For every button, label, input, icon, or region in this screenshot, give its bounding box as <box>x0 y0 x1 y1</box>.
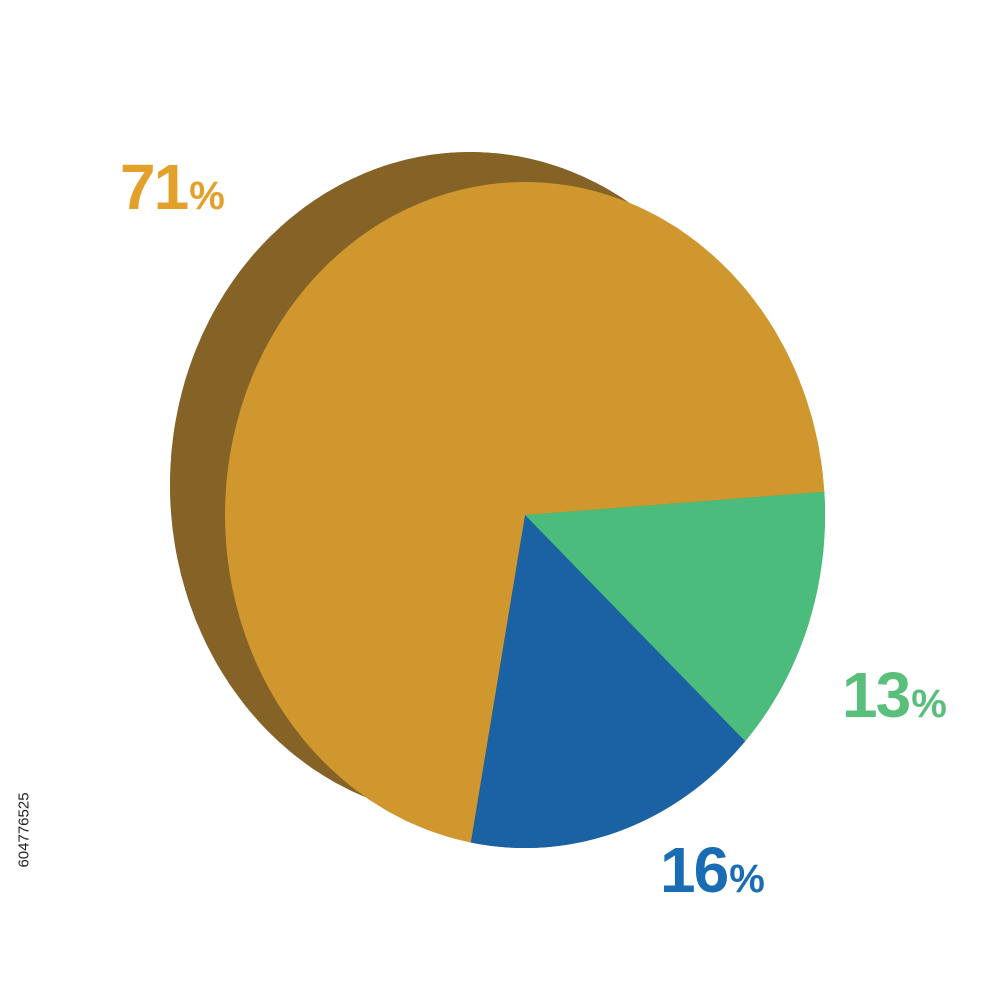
slice-13 <box>525 491 826 742</box>
slice-label-value: 16 <box>660 834 729 906</box>
slice-16 <box>470 515 746 848</box>
slice-label-16: 16% <box>660 838 765 902</box>
slice-label-value: 71 <box>120 151 189 223</box>
slice-71 <box>225 181 825 843</box>
stock-image-id: 604776525 <box>14 760 34 900</box>
pie-face-layer <box>225 181 826 848</box>
slice-label-unit: % <box>189 174 225 218</box>
stock-image-id-text: 604776525 <box>15 792 33 868</box>
slice-label-value: 13 <box>842 659 911 731</box>
slice-label-unit: % <box>729 857 765 901</box>
slice-label-unit: % <box>911 682 947 726</box>
slice-label-13: 13% <box>842 663 947 727</box>
slice-label-71: 71% <box>120 155 225 219</box>
